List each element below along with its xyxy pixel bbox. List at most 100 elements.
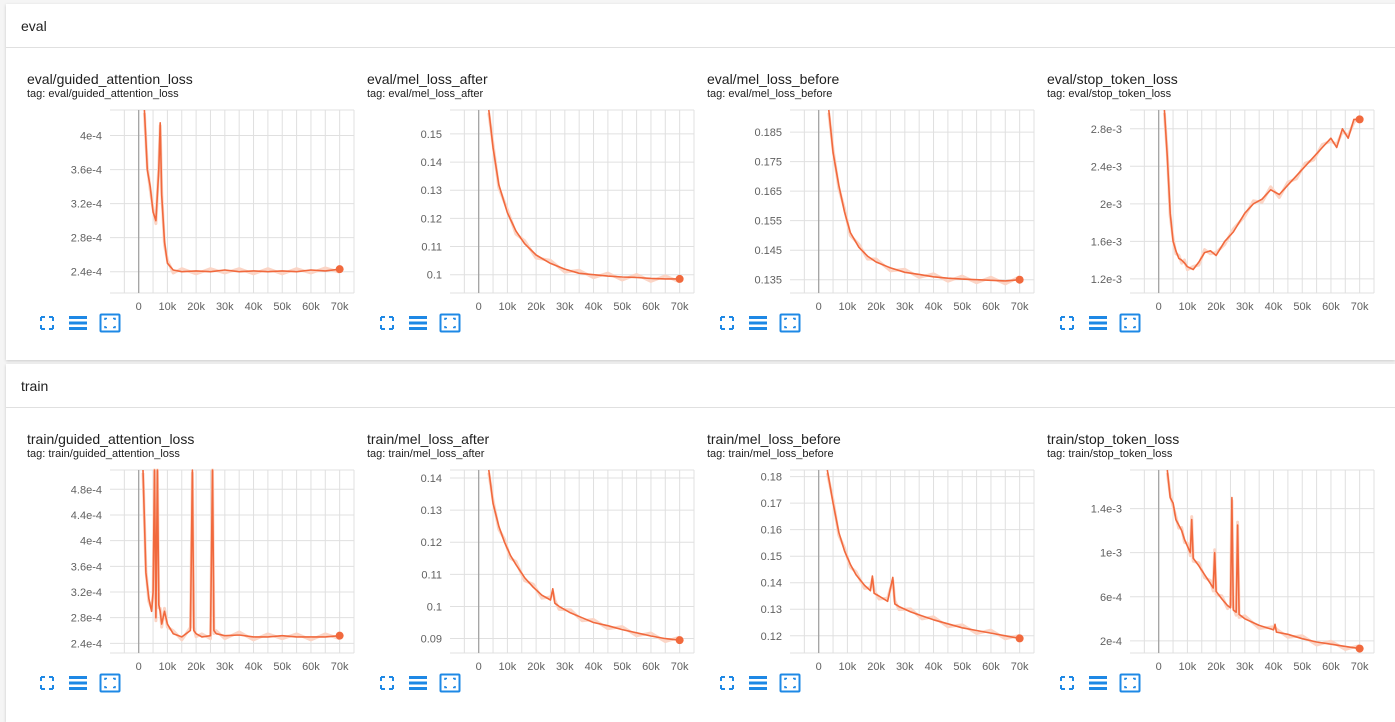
y-tick-label: 0.135 bbox=[754, 275, 782, 287]
last-value-marker[interactable] bbox=[1355, 644, 1364, 653]
last-value-marker[interactable] bbox=[335, 631, 344, 640]
fullscreen-icon bbox=[380, 316, 394, 330]
smoothed-series-line[interactable] bbox=[1163, 109, 1360, 271]
x-tick-label: 10k bbox=[159, 661, 177, 673]
expand-button[interactable] bbox=[376, 313, 398, 333]
fit-domain-button[interactable] bbox=[779, 673, 801, 693]
smoothed-series-line[interactable] bbox=[828, 109, 1020, 282]
line-chart[interactable]: 0.135 0.145 0.155 0.165 0.175 0.185 0 10k 20k 30k… bbox=[692, 100, 1035, 313]
smoothed-series-line[interactable] bbox=[1166, 469, 1360, 650]
chart-toolbar bbox=[716, 673, 836, 693]
fit-domain-button[interactable] bbox=[1119, 313, 1141, 333]
fullscreen-icon bbox=[380, 676, 394, 690]
x-tick-label: 40k bbox=[1265, 661, 1283, 673]
y-tick-label: 2e-3 bbox=[1100, 199, 1122, 211]
chart-tag: tag: eval/mel_loss_after bbox=[367, 88, 484, 100]
chart-toolbar bbox=[376, 313, 496, 333]
toggle-log-scale-button[interactable] bbox=[407, 673, 429, 693]
chart-title: train/guided_attention_loss bbox=[27, 431, 195, 447]
toggle-log-scale-button[interactable] bbox=[407, 313, 429, 333]
line-chart[interactable]: 2e-4 6e-4 1e-3 1.4e-3 0 10k 20k 30k 40k 50k 60k 70k bbox=[1032, 460, 1375, 673]
toggle-log-scale-button[interactable] bbox=[67, 313, 89, 333]
fit-to-screen-icon bbox=[439, 673, 461, 693]
smoothed-series-line[interactable] bbox=[826, 469, 1020, 640]
expand-button[interactable] bbox=[1056, 673, 1078, 693]
chart-title: eval/guided_attention_loss bbox=[27, 71, 193, 87]
toggle-log-scale-button[interactable] bbox=[1087, 673, 1109, 693]
last-value-marker[interactable] bbox=[1355, 115, 1364, 124]
expand-button[interactable] bbox=[376, 673, 398, 693]
last-value-marker[interactable] bbox=[675, 636, 684, 645]
x-tick-label: 20k bbox=[867, 661, 885, 673]
x-tick-label: 70k bbox=[671, 301, 689, 313]
x-tick-label: 60k bbox=[982, 661, 1000, 673]
expand-button[interactable] bbox=[716, 673, 738, 693]
last-value-marker[interactable] bbox=[1015, 275, 1024, 284]
fit-to-screen-icon bbox=[1119, 313, 1141, 333]
chart-card: train/stop_token_loss tag: train/stop_tok… bbox=[1032, 410, 1375, 710]
fit-domain-button[interactable] bbox=[439, 673, 461, 693]
section-title: eval bbox=[21, 18, 47, 34]
chart-tag: tag: eval/guided_attention_loss bbox=[27, 88, 179, 100]
last-value-marker[interactable] bbox=[675, 274, 684, 283]
toggle-log-scale-button[interactable] bbox=[67, 673, 89, 693]
y-tick-label: 0.14 bbox=[421, 157, 442, 169]
smoothed-series-line[interactable] bbox=[143, 109, 340, 273]
line-chart[interactable]: 0.1 0.11 0.12 0.13 0.14 0.15 0 10k 20k 30k 40k 50k 6… bbox=[352, 100, 695, 313]
line-chart[interactable]: 0.12 0.13 0.14 0.15 0.16 0.17 0.18 0 10k 20k 30k 40… bbox=[692, 460, 1035, 673]
x-tick-label: 10k bbox=[499, 661, 517, 673]
x-tick-label: 30k bbox=[1236, 301, 1254, 313]
section-header[interactable]: eval bbox=[6, 4, 1395, 48]
x-tick-label: 60k bbox=[1322, 661, 1340, 673]
toggle-log-scale-button[interactable] bbox=[1087, 313, 1109, 333]
chart-tag: tag: train/mel_loss_after bbox=[367, 448, 485, 460]
fit-domain-button[interactable] bbox=[1119, 673, 1141, 693]
smoothed-series-line[interactable] bbox=[142, 469, 340, 638]
list-icon bbox=[749, 676, 767, 690]
x-tick-label: 60k bbox=[642, 661, 660, 673]
line-chart[interactable]: 2.4e-4 2.8e-4 3.2e-4 3.6e-4 4e-4 0 10k 20k 30k 40… bbox=[12, 100, 355, 313]
chart-title: train/mel_loss_before bbox=[707, 431, 841, 447]
x-tick-label: 0 bbox=[136, 301, 142, 313]
y-tick-label: 4e-4 bbox=[80, 536, 102, 548]
x-tick-label: 50k bbox=[273, 661, 291, 673]
line-chart[interactable]: 2.4e-4 2.8e-4 3.2e-4 3.6e-4 4e-4 4.4e-4 4.8e-4… bbox=[12, 460, 355, 673]
y-tick-label: 0.16 bbox=[761, 525, 782, 537]
fit-domain-button[interactable] bbox=[99, 673, 121, 693]
y-tick-label: 0.145 bbox=[754, 245, 782, 257]
x-tick-label: 60k bbox=[642, 301, 660, 313]
expand-button[interactable] bbox=[716, 313, 738, 333]
line-chart[interactable]: 1.2e-3 1.6e-3 2e-3 2.4e-3 2.8e-3 0 10k 20k 30k 40… bbox=[1032, 100, 1375, 313]
x-tick-label: 10k bbox=[1179, 661, 1197, 673]
expand-button[interactable] bbox=[36, 673, 58, 693]
chart-tag: tag: eval/stop_token_loss bbox=[1047, 88, 1172, 100]
chart-card: eval/mel_loss_before tag: eval/mel_loss_b… bbox=[692, 50, 1035, 350]
x-tick-label: 40k bbox=[585, 301, 603, 313]
fullscreen-icon bbox=[1060, 316, 1074, 330]
x-tick-label: 20k bbox=[187, 301, 205, 313]
line-chart[interactable]: 0.09 0.1 0.11 0.12 0.13 0.14 0 10k 20k 30k 40k 50k 6… bbox=[352, 460, 695, 673]
chart-title: train/mel_loss_after bbox=[367, 431, 490, 447]
expand-button[interactable] bbox=[1056, 313, 1078, 333]
smoothed-series-line[interactable] bbox=[488, 469, 680, 641]
section-header[interactable]: train bbox=[6, 364, 1395, 408]
toggle-log-scale-button[interactable] bbox=[747, 313, 769, 333]
expand-button[interactable] bbox=[36, 313, 58, 333]
smoothed-series-line[interactable] bbox=[488, 109, 680, 280]
fullscreen-icon bbox=[720, 316, 734, 330]
toggle-log-scale-button[interactable] bbox=[747, 673, 769, 693]
y-tick-label: 0.15 bbox=[761, 551, 782, 563]
chart-title: train/stop_token_loss bbox=[1047, 431, 1180, 447]
last-value-marker[interactable] bbox=[335, 265, 344, 274]
fit-domain-button[interactable] bbox=[779, 313, 801, 333]
x-tick-label: 50k bbox=[953, 661, 971, 673]
fit-domain-button[interactable] bbox=[439, 313, 461, 333]
x-tick-label: 30k bbox=[1236, 661, 1254, 673]
fit-domain-button[interactable] bbox=[99, 313, 121, 333]
x-tick-label: 40k bbox=[1265, 301, 1283, 313]
chart-toolbar bbox=[1056, 673, 1176, 693]
x-tick-label: 70k bbox=[331, 661, 349, 673]
x-tick-label: 10k bbox=[159, 301, 177, 313]
last-value-marker[interactable] bbox=[1015, 634, 1024, 643]
chart-card: train/guided_attention_loss tag: train/gu… bbox=[12, 410, 355, 710]
